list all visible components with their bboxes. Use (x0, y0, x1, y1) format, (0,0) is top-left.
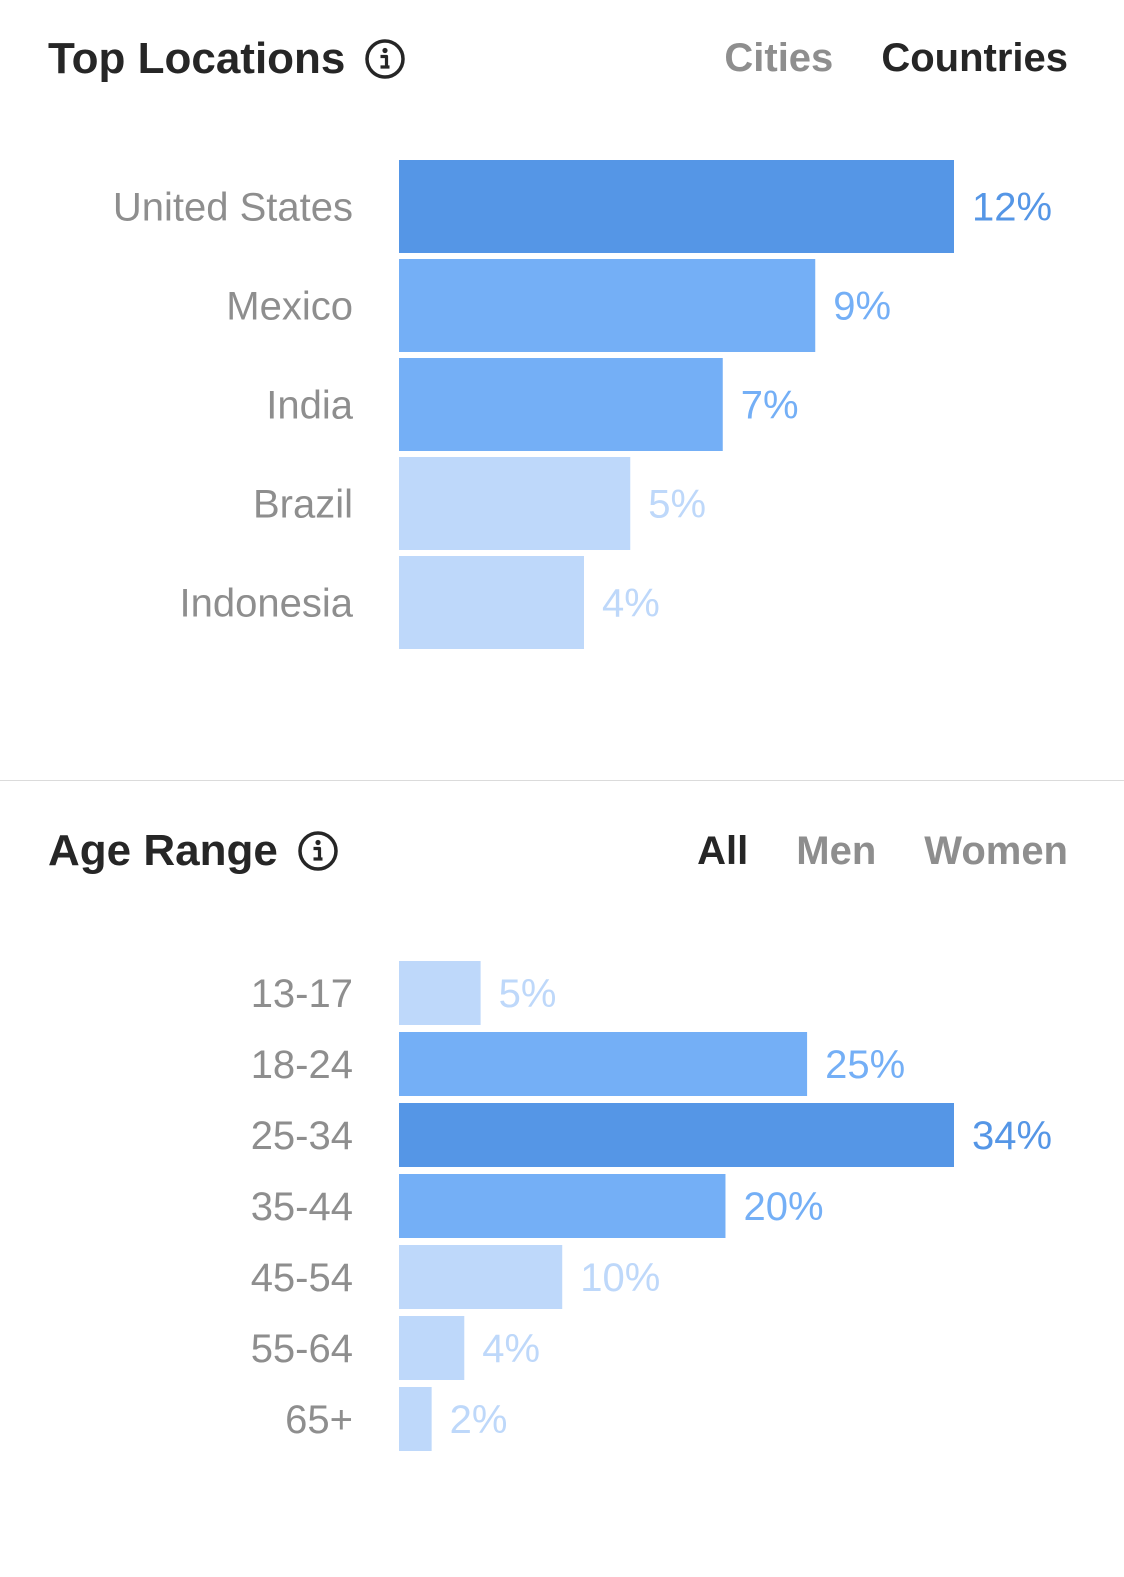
section-divider (0, 780, 1124, 781)
age-range-tabs: All Men Women (697, 829, 1068, 874)
category-label: 35-44 (251, 1185, 353, 1229)
bar (399, 160, 954, 253)
bar (399, 1245, 563, 1309)
value-label: 10% (580, 1256, 660, 1300)
category-label: 18-24 (251, 1043, 353, 1087)
age-range-title: Age Range (48, 826, 278, 875)
age-range-chart: 13-17 5% 18-24 25% 25-34 34% 35-44 20% 45-54 10% 5… (251, 961, 1052, 1451)
top-locations-title: Top Locations (48, 34, 346, 83)
bar (399, 457, 631, 550)
tab-cities[interactable]: Cities (724, 36, 834, 80)
bar (399, 556, 584, 649)
info-icon[interactable] (298, 831, 338, 871)
value-label: 25% (825, 1043, 905, 1087)
bar (399, 1316, 465, 1380)
category-label: Brazil (253, 483, 353, 527)
age-range-section: Age Range All Men Women 13-17 5% 18-24 25% 2… (0, 781, 1124, 1577)
category-label: Indonesia (180, 582, 354, 626)
category-label: 55-64 (251, 1327, 353, 1371)
tab-all[interactable]: All (697, 829, 749, 873)
bar (399, 1032, 808, 1096)
value-label: 9% (833, 285, 891, 329)
tab-countries[interactable]: Countries (881, 36, 1068, 80)
tab-women[interactable]: Women (924, 829, 1068, 873)
category-label: 65+ (285, 1398, 353, 1442)
category-label: 13-17 (251, 972, 353, 1016)
category-label: 25-34 (251, 1114, 353, 1158)
category-label: India (266, 384, 353, 428)
top-locations-chart: United States 12% Mexico 9% India 7% Brazil 5% I… (113, 160, 1052, 649)
top-locations-section: Top Locations Cities Countries United St… (0, 0, 1124, 780)
value-label: 2% (450, 1398, 508, 1442)
value-label: 4% (482, 1327, 540, 1371)
bar (399, 1103, 954, 1167)
category-label: United States (113, 186, 353, 230)
info-icon[interactable] (365, 39, 406, 79)
value-label: 20% (743, 1185, 823, 1229)
location-tabs: Cities Countries (724, 36, 1068, 81)
category-label: Mexico (226, 285, 353, 329)
bar (399, 259, 816, 352)
tab-men[interactable]: Men (796, 829, 877, 873)
value-label: 5% (648, 483, 706, 527)
top-locations-header: Top Locations (48, 34, 406, 84)
value-label: 4% (602, 582, 660, 626)
value-label: 5% (499, 972, 557, 1016)
value-label: 12% (972, 186, 1052, 230)
age-range-header: Age Range (48, 826, 338, 876)
bar (399, 358, 723, 451)
bar (399, 1174, 726, 1238)
value-label: 7% (741, 384, 799, 428)
bar (399, 1387, 432, 1451)
category-label: 45-54 (251, 1256, 353, 1300)
value-label: 34% (972, 1114, 1052, 1158)
bar (399, 961, 481, 1025)
